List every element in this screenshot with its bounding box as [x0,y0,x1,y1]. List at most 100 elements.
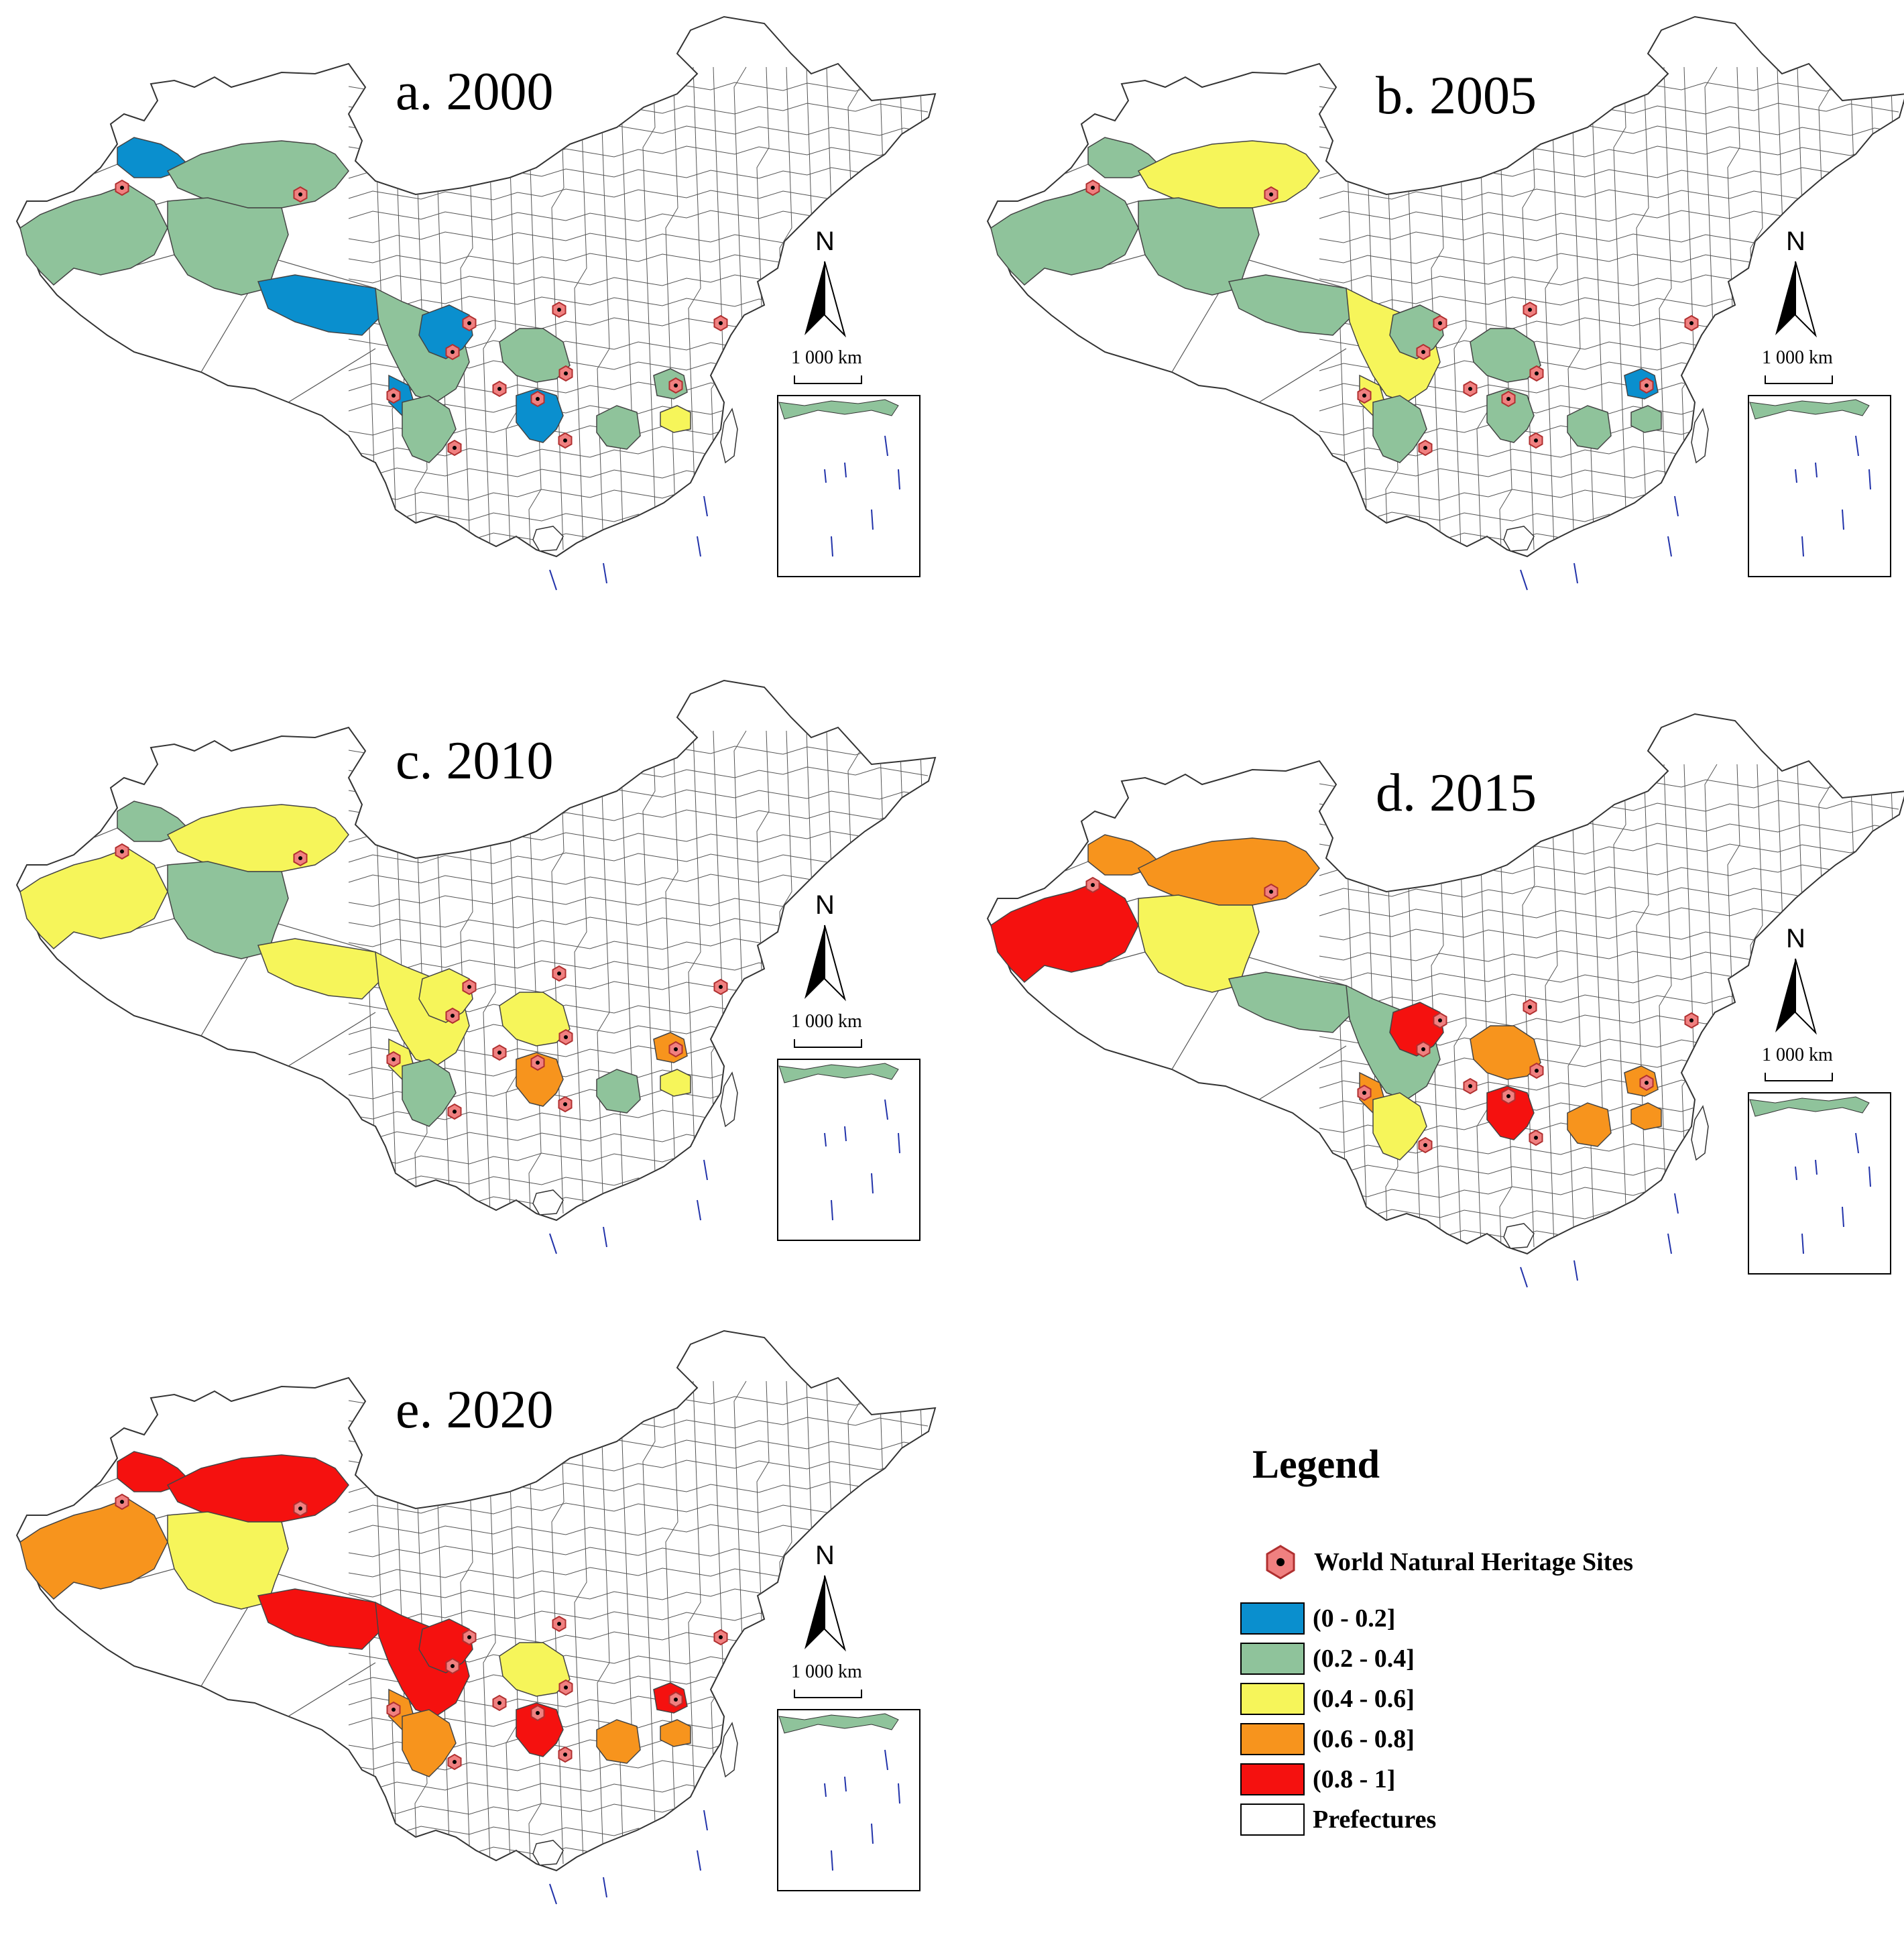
sea-boundary [603,1877,607,1898]
region-guizhou [516,1052,564,1107]
scale-bar-label: 1 000 km [791,347,862,368]
heritage-site-icon [1085,876,1100,894]
heritage-site-icon [558,1679,573,1696]
heritage-site-icon [1523,301,1537,318]
region-qinghai-west [1228,274,1354,336]
sea-boundary [703,495,708,517]
china-map [15,1329,937,1905]
north-arrow-icon [805,261,846,338]
region-guangxi [596,1719,641,1764]
heritage-site-icon [1418,439,1433,457]
sea-boundary [703,1810,708,1831]
sea-boundary [549,569,557,591]
heritage-site-icon [1266,1545,1295,1580]
sea-boundary [603,1226,607,1248]
region-w-xinjiang [990,184,1139,286]
map-legend: Legend World Natural Heritage Sites (0 -… [1240,1441,1710,1844]
sea-boundary [697,1850,701,1871]
heritage-site-icon [293,1500,308,1517]
sea-boundary [1573,563,1578,584]
region-sichuan-north [1389,304,1444,359]
heritage-site-icon [1639,377,1654,394]
legend-title: Legend [1252,1442,1380,1486]
sea-boundary [549,1233,557,1254]
map-panel-2020: e. 2020 N 1 000 km [0,1314,952,1951]
south-china-sea-inset [777,1059,920,1241]
heritage-site-icon [1639,1074,1654,1091]
legend-class-label: (0.4 - 0.6] [1313,1685,1415,1713]
heritage-site-icon [668,377,683,394]
north-arrow-icon [805,1575,846,1652]
heritage-site-icon [530,1054,545,1071]
region-fujian [660,1719,691,1747]
north-arrow-icon [805,925,846,1002]
legend-class-label: (0.6 - 0.8] [1313,1725,1415,1753]
heritage-site-icon [293,186,308,203]
region-fujian [660,1069,691,1097]
heritage-site-icon [1085,179,1100,196]
heritage-site-icon [445,1007,460,1024]
panel-title: a. 2000 [396,62,554,121]
heritage-site-icon [1463,380,1478,398]
legend-class-label: (0.8 - 1] [1313,1765,1396,1793]
region-qinghai-west [1228,971,1354,1033]
heritage-site-icon [492,1694,507,1712]
south-china-sea-inset [777,395,920,577]
region-qinghai-west [257,274,383,336]
heritage-site-icon [1501,390,1516,408]
china-map [986,15,1904,591]
south-china-sea-inset [777,1709,920,1891]
heritage-site-icon [1529,365,1544,382]
heritage-site-icon [1433,1012,1447,1029]
south-china-sea-inset [1748,1092,1891,1275]
panel-title: e. 2020 [396,1380,554,1439]
region-w-xinjiang [19,184,168,286]
heritage-site-icon [668,1691,683,1708]
heritage-site-icon [115,1493,129,1511]
region-w-xinjiang [990,881,1139,984]
heritage-site-icon [1433,314,1447,332]
heritage-site-icon [1529,1062,1544,1079]
taiwan-island [720,1071,738,1128]
north-arrow-icon [1775,261,1817,338]
north-label: N [815,890,835,920]
heritage-site-icon [713,1629,728,1646]
hainan-island [532,526,564,552]
heritage-site-icon [552,1615,567,1633]
north-arrow-icon [1775,958,1817,1035]
region-w-xinjiang [19,1498,168,1600]
panel-title: c. 2010 [396,731,554,790]
region-sichuan-north [418,1618,473,1673]
heritage-site-icon [558,1028,573,1046]
heritage-site-icon [552,301,567,318]
heritage-site-icon [1357,387,1372,404]
scale-bar [1765,375,1833,384]
legend-swatch [1240,1763,1305,1795]
scale-bar-label: 1 000 km [791,1011,862,1032]
region-guangxi [596,405,641,450]
region-guizhou [516,1702,564,1757]
scale-bar-label: 1 000 km [1762,1045,1833,1065]
china-map [986,713,1904,1288]
heritage-site-icon [293,849,308,867]
taiwan-island [1691,408,1709,464]
heritage-site-icon [386,1701,401,1718]
sea-boundary [1674,495,1679,517]
north-label: N [1786,924,1805,953]
region-w-xinjiang [19,847,168,950]
heritage-site-icon [492,1044,507,1061]
region-guangxi [1567,405,1612,450]
heritage-site-icon [386,387,401,404]
heritage-site-icon [386,1051,401,1068]
sea-boundary [1674,1193,1679,1214]
heritage-site-icon [1523,998,1537,1016]
heritage-site-icon [492,380,507,398]
heritage-site-icon [552,965,567,982]
heritage-site-icon [462,314,477,332]
region-yunnan [402,1059,457,1127]
taiwan-island [720,408,738,464]
heritage-site-icon [445,1657,460,1675]
panel-title: d. 2015 [1376,764,1537,823]
region-fujian [660,405,691,433]
taiwan-island [1691,1105,1709,1161]
